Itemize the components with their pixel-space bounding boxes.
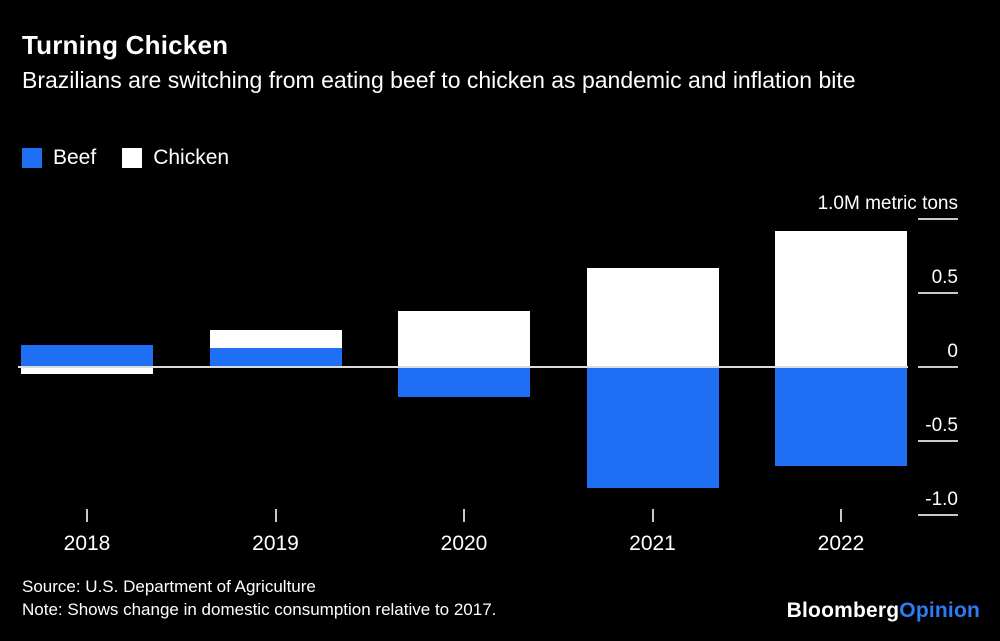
beef-swatch-icon — [22, 148, 42, 168]
bar-chicken-2022 — [775, 230, 907, 367]
x-axis-tick-2021 — [651, 509, 654, 522]
bar-beef-2020 — [398, 367, 530, 397]
x-axis-label-2020: 2020 — [440, 532, 488, 555]
y-axis-label--1: -1.0 — [925, 489, 958, 510]
y-axis-label--0.5: -0.5 — [925, 415, 958, 436]
x-axis-tick-2020 — [463, 509, 465, 522]
legend-item-chicken: Chicken — [122, 146, 229, 170]
bloomberg-opinion-logo: BloombergOpinion — [787, 599, 980, 623]
x-axis-label-2021: 2021 — [629, 532, 676, 555]
bar-beef-2022 — [775, 367, 907, 467]
brand-opinion: Opinion — [899, 599, 980, 622]
bar-chicken-2021 — [586, 267, 719, 367]
bar-beef-2018 — [21, 344, 153, 367]
y-axis-label-0.5: 0.5 — [931, 267, 958, 288]
bar-chicken-2020 — [398, 310, 530, 367]
y-axis-label-0: 0 — [947, 341, 958, 362]
x-axis-tick-2018 — [86, 509, 88, 522]
bar-beef-2019 — [209, 347, 342, 367]
legend-label-beef: Beef — [53, 146, 97, 169]
zero-axis-line — [18, 366, 908, 368]
y-axis-tick-0.5 — [918, 292, 958, 294]
bar-chicken-2018 — [21, 367, 153, 375]
x-axis-label-2019: 2019 — [252, 532, 299, 555]
bar-beef-2021 — [586, 367, 719, 489]
x-axis-label-2022: 2022 — [817, 532, 865, 555]
legend-label-chicken: Chicken — [153, 146, 230, 169]
y-axis-tick--0.5 — [918, 440, 958, 442]
bar-chicken-2019 — [209, 330, 342, 348]
y-axis-tick--1 — [918, 514, 958, 516]
y-axis-label-1: 1.0M metric tons — [817, 193, 958, 214]
y-axis-tick-0 — [918, 366, 958, 368]
legend: Beef Chicken — [22, 146, 255, 170]
chart-subtitle: Brazilians are switching from eating bee… — [22, 67, 856, 93]
chicken-swatch-icon — [122, 148, 143, 168]
brand-bloomberg: Bloomberg — [786, 599, 900, 622]
x-axis-label-2018: 2018 — [63, 532, 111, 555]
y-axis-tick-1 — [918, 218, 958, 220]
chart-title: Turning Chicken — [22, 30, 229, 60]
x-axis-tick-2022 — [840, 509, 842, 522]
source-text: Source: U.S. Department of Agriculture — [22, 577, 316, 596]
legend-item-beef: Beef — [22, 146, 96, 170]
x-axis-tick-2019 — [274, 509, 277, 522]
note-text: Note: Shows change in domestic consumpti… — [22, 600, 497, 619]
